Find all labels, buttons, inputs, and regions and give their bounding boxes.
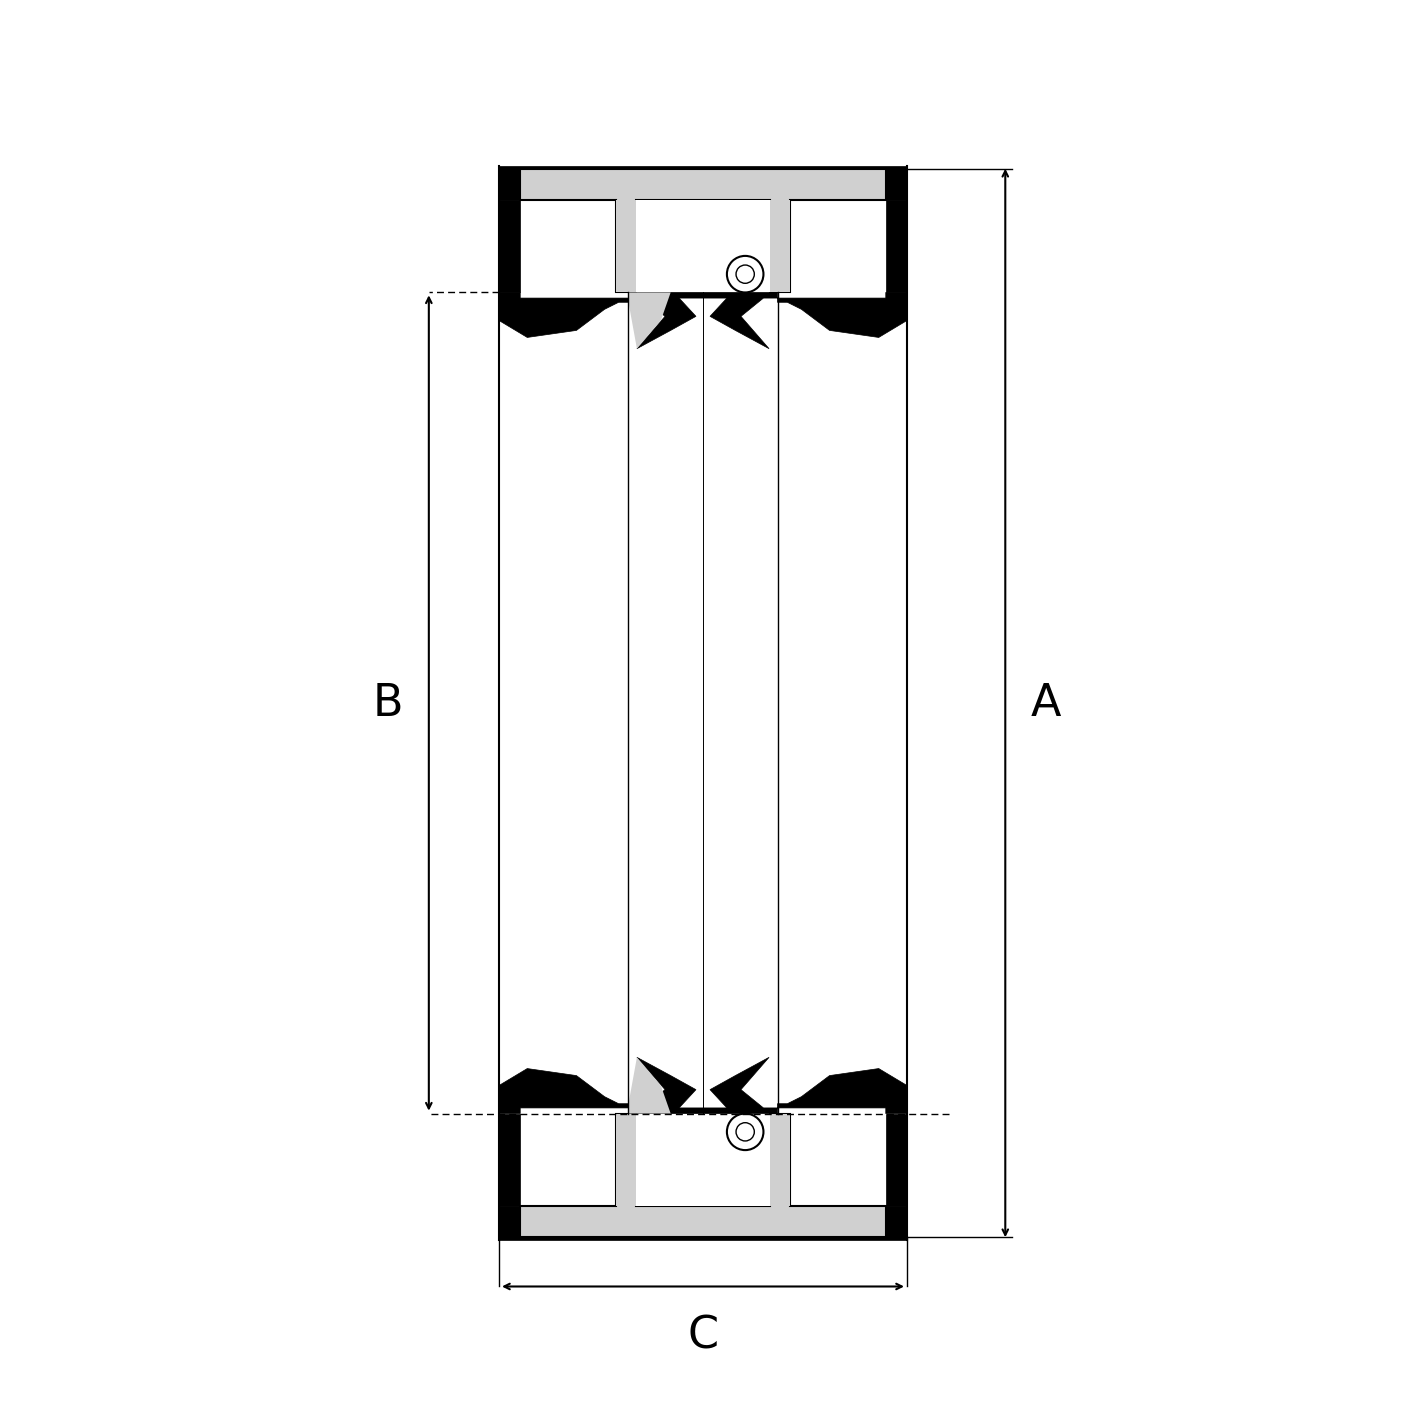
- Circle shape: [737, 264, 754, 283]
- Polygon shape: [499, 292, 907, 349]
- Polygon shape: [499, 1057, 907, 1114]
- Polygon shape: [616, 200, 636, 292]
- Polygon shape: [770, 1114, 790, 1206]
- Polygon shape: [628, 1057, 671, 1114]
- Polygon shape: [636, 200, 770, 292]
- Polygon shape: [770, 200, 790, 292]
- Polygon shape: [499, 1114, 520, 1206]
- Polygon shape: [520, 169, 886, 292]
- Polygon shape: [616, 1114, 636, 1206]
- Circle shape: [727, 1114, 763, 1150]
- Circle shape: [727, 256, 763, 292]
- Text: B: B: [373, 682, 404, 724]
- Polygon shape: [886, 1114, 907, 1206]
- Polygon shape: [886, 200, 907, 292]
- Text: C: C: [688, 1315, 718, 1358]
- Circle shape: [737, 1122, 754, 1142]
- Text: A: A: [1031, 682, 1062, 724]
- Polygon shape: [520, 1114, 886, 1237]
- Polygon shape: [499, 200, 520, 292]
- Polygon shape: [636, 1114, 770, 1206]
- Polygon shape: [628, 292, 671, 349]
- Polygon shape: [499, 166, 907, 200]
- Polygon shape: [499, 1206, 907, 1240]
